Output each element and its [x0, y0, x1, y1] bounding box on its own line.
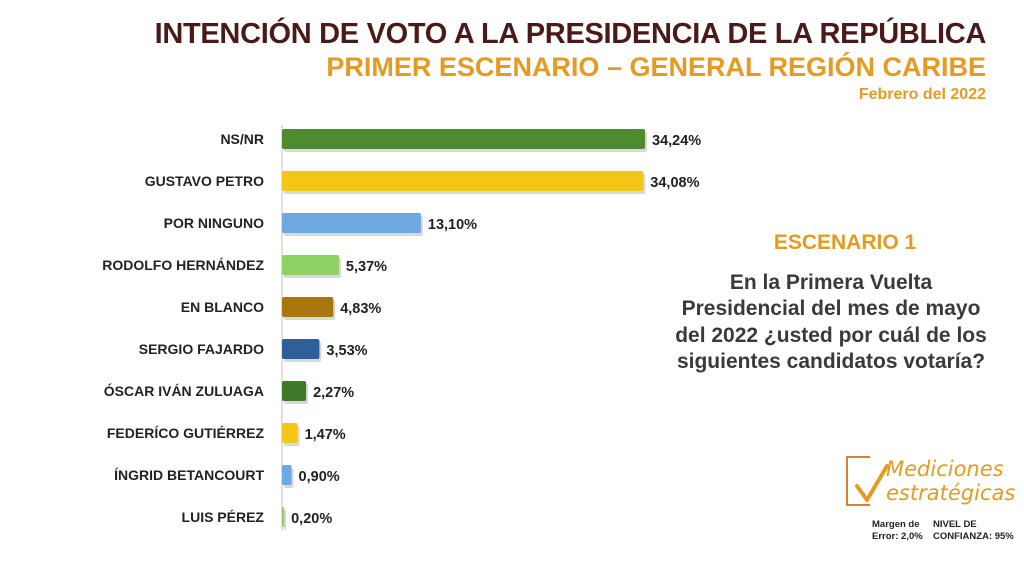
logo-frame — [846, 456, 870, 506]
confidence-value: CONFIANZA: 95% — [933, 531, 1014, 543]
bar-6 — [282, 339, 320, 359]
bar-1 — [282, 129, 645, 149]
category-label: RODOLFO HERNÁNDEZ — [102, 257, 264, 273]
margin-of-error: Margen de Error: 2,0% — [872, 519, 923, 544]
scenario-title: ESCENARIO 1 — [773, 231, 917, 254]
margin-value: Error: 2,0% — [872, 531, 923, 543]
category-label: FEDERÍCO GUTIÉRREZ — [107, 425, 265, 441]
confidence-label: NIVEL DE — [933, 519, 977, 530]
chart-date: Febrero del 2022 — [858, 86, 986, 103]
data-label: 1,47% — [305, 427, 346, 443]
bar-8 — [282, 423, 298, 443]
bar-2 — [282, 171, 644, 191]
category-label: ÓSCAR IVÁN ZULUAGA — [104, 382, 264, 399]
chart-subtitle: PRIMER ESCENARIO – GENERAL REGIÓN CARIBE — [326, 52, 986, 82]
category-label: EN BLANCO — [181, 299, 264, 315]
category-label: ÍNGRID BETANCOURT — [114, 467, 264, 483]
category-label: SERGIO FAJARDO — [139, 341, 264, 357]
bar-9 — [282, 465, 292, 485]
data-label: 34,08% — [650, 175, 699, 191]
bar-chart: NS/NR 34,24% GUSTAVO PETRO 34,08% POR NINGUN… — [102, 125, 701, 531]
category-label: NS/NR — [220, 131, 264, 147]
checkmark-icon — [855, 464, 889, 502]
data-label: 34,24% — [652, 133, 701, 149]
category-label: LUIS PÉREZ — [182, 509, 265, 525]
chart-title: INTENCIÓN DE VOTO A LA PRESIDENCIA DE LA… — [154, 18, 987, 50]
data-label: 4,83% — [340, 301, 381, 317]
bar-3 — [282, 213, 421, 233]
data-label: 3,53% — [326, 343, 367, 359]
data-label: 0,20% — [291, 511, 332, 527]
bar-10 — [282, 507, 285, 527]
scenario-question: En la Primera Vuelta Presidencial del me… — [675, 271, 987, 374]
brand-logo: Mediciones estratégicas — [846, 454, 1016, 514]
category-label: POR NINGUNO — [164, 215, 264, 231]
data-label: 2,27% — [313, 385, 354, 401]
data-label: 5,37% — [346, 259, 387, 275]
data-label: 0,90% — [299, 469, 340, 485]
logo-text-line2: estratégicas — [886, 481, 1016, 505]
bar-5 — [282, 297, 334, 317]
bar-shadow — [284, 510, 287, 530]
logo-text-line1: Mediciones — [886, 457, 1004, 481]
data-label: 13,10% — [428, 217, 477, 233]
bar-7 — [282, 381, 307, 401]
category-label: GUSTAVO PETRO — [145, 173, 264, 189]
margin-label: Margen de — [872, 519, 920, 530]
confidence-level: NIVEL DE CONFIANZA: 95% — [933, 519, 1014, 544]
bar-4 — [282, 255, 339, 275]
